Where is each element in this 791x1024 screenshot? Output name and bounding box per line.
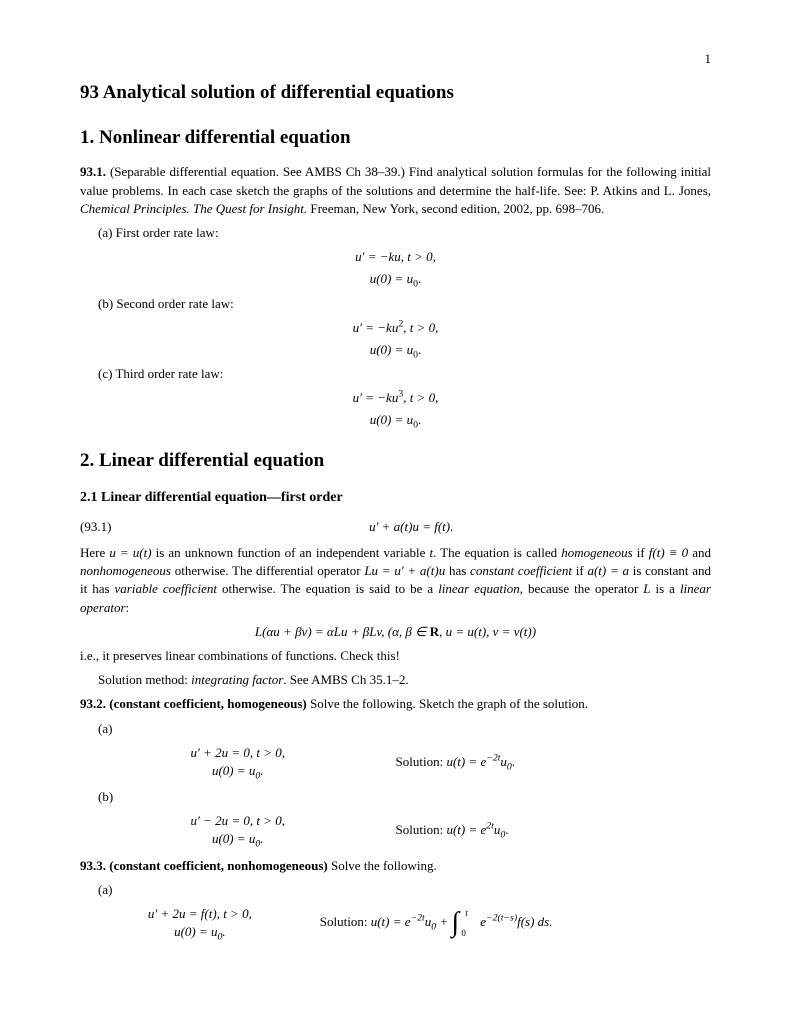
problem-93-3-text: Solve the following.: [328, 858, 437, 873]
problem-93-1-citation: Chemical Principles. The Quest for Insig…: [80, 201, 307, 216]
problem-93-2b-row: u′ − 2u = 0, t > 0, u(0) = u0. Solution:…: [80, 812, 711, 848]
problem-93-2a-label: (a): [98, 720, 711, 738]
problem-93-3a-solution: Solution: u(t) = e−2tu0 + ∫t0 e−2(t−s)f(…: [320, 909, 711, 937]
main-title: 93 Analytical solution of differential e…: [80, 80, 711, 107]
part-c-label: (c) Third order rate law:: [98, 365, 711, 383]
problem-93-2-text: Solve the following. Sketch the graph of…: [307, 696, 588, 711]
problem-93-1-label: 93.1.: [80, 164, 106, 179]
section-1-heading: 1. Nonlinear differential equation: [80, 125, 711, 152]
problem-93-2: 93.2. (constant coefficient, homogeneous…: [80, 695, 711, 713]
linear-operator-eq: L(αu + βv) = αLu + βLv, (α, β ∈ R, u = u…: [80, 623, 711, 641]
part-b-label: (b) Second order rate law:: [98, 295, 711, 313]
problem-93-1-tail: Freeman, New York, second edition, 2002,…: [307, 201, 604, 216]
problem-93-2a-eqs: u′ + 2u = 0, t > 0, u(0) = u0.: [80, 744, 396, 780]
problem-93-1: 93.1. (Separable differential equation. …: [80, 163, 711, 218]
part-a-eq2: u(0) = u0.: [80, 270, 711, 288]
problem-93-3: 93.3. (constant coefficient, nonhomogene…: [80, 857, 711, 875]
problem-93-3-label: 93.3. (constant coefficient, nonhomogene…: [80, 858, 328, 873]
integral-icon: ∫t0: [451, 909, 459, 937]
problem-93-3a-label: (a): [98, 881, 711, 899]
page-number: 1: [80, 50, 711, 68]
part-a-label: (a) First order rate law:: [98, 224, 711, 242]
part-b-eq1: u′ = −ku2, t > 0,: [80, 319, 711, 337]
problem-93-3a-row: u′ + 2u = f(t), t > 0, u(0) = u0. Soluti…: [80, 905, 711, 941]
problem-93-2-label: 93.2. (constant coefficient, homogeneous…: [80, 696, 307, 711]
problem-93-2a-solution: Solution: u(t) = e−2tu0.: [396, 753, 712, 771]
part-a-eq1: u′ = −ku, t > 0,: [80, 248, 711, 266]
problem-93-2a-row: u′ + 2u = 0, t > 0, u(0) = u0. Solution:…: [80, 744, 711, 780]
part-c-eq2: u(0) = u0.: [80, 411, 711, 429]
section-2-heading: 2. Linear differential equation: [80, 448, 711, 475]
equation-body: u′ + a(t)u = f(t).: [111, 518, 711, 536]
linear-eq-paragraph: Here u = u(t) is an unknown function of …: [80, 544, 711, 617]
part-b-eq2: u(0) = u0.: [80, 341, 711, 359]
section-2-1-heading: 2.1 Linear differential equation—first o…: [80, 488, 711, 508]
check-this-line: i.e., it preserves linear combinations o…: [80, 647, 711, 665]
equation-number: (93.1): [80, 518, 111, 536]
problem-93-2b-eqs: u′ − 2u = 0, t > 0, u(0) = u0.: [80, 812, 396, 848]
part-c-eq1: u′ = −ku3, t > 0,: [80, 389, 711, 407]
problem-93-3a-eqs: u′ + 2u = f(t), t > 0, u(0) = u0.: [80, 905, 320, 941]
equation-93-1: (93.1) u′ + a(t)u = f(t).: [80, 518, 711, 536]
problem-93-1-text: (Separable differential equation. See AM…: [80, 164, 711, 197]
solution-method-line: Solution method: integrating factor. See…: [80, 671, 711, 689]
problem-93-2b-solution: Solution: u(t) = e2tu0.: [396, 821, 712, 839]
problem-93-2b-label: (b): [98, 788, 711, 806]
